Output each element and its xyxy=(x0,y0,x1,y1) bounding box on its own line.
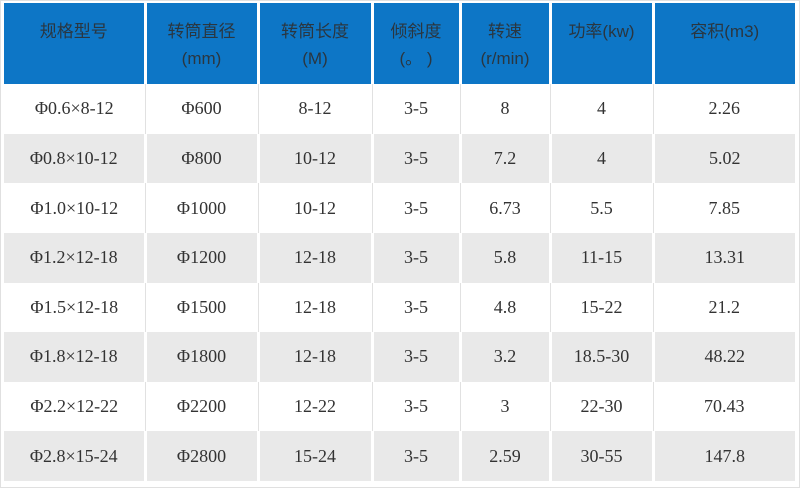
column-header-power: 功率(kw) xyxy=(550,3,655,84)
table-cell-length: 10-12 xyxy=(258,133,374,184)
table-cell-speed: 4.8 xyxy=(460,282,551,333)
table-cell-inclination: 3-5 xyxy=(372,381,461,432)
table-row: Φ1.5×12-18 Φ1500 12-18 3-5 4.8 15-22 21.… xyxy=(4,282,795,333)
column-header-sublabel: (r/min) xyxy=(480,49,530,68)
table-cell-model: Φ2.2×12-22 xyxy=(4,381,146,432)
table-cell-volume: 147.8 xyxy=(653,431,795,481)
table-row: Φ2.2×12-22 Φ2200 12-22 3-5 3 22-30 70.43 xyxy=(4,381,795,432)
table-cell-model: Φ0.6×8-12 xyxy=(4,84,146,134)
table-cell-length: 15-24 xyxy=(258,431,374,481)
column-header-label: 倾斜度 xyxy=(390,22,442,41)
table-cell-diameter: Φ2800 xyxy=(145,431,260,481)
table-cell-diameter: Φ800 xyxy=(145,133,260,184)
table-cell-inclination: 3-5 xyxy=(372,431,462,481)
table-cell-power: 4 xyxy=(550,133,655,184)
table-cell-inclination: 3-5 xyxy=(372,332,462,382)
table-cell-volume: 48.22 xyxy=(653,332,795,382)
table-body: Φ0.6×8-12 Φ600 8-12 3-5 8 4 2.26 Φ0.8×10… xyxy=(4,84,795,481)
table-cell-volume: 21.2 xyxy=(653,282,795,333)
table-cell-power: 22-30 xyxy=(550,381,654,432)
column-header-sublabel: (M) xyxy=(302,49,328,68)
table-cell-diameter: Φ2200 xyxy=(145,381,259,432)
table-cell-power: 18.5-30 xyxy=(550,332,655,382)
column-header-label: 规格型号 xyxy=(39,22,108,41)
table-cell-speed: 7.2 xyxy=(460,133,552,184)
table-cell-volume: 13.31 xyxy=(653,232,795,283)
table-header-row: 规格型号 转筒直径 (mm) 转筒长度 (M) 倾斜度 (。 ) 转速 ( xyxy=(4,3,795,84)
table-row: Φ0.6×8-12 Φ600 8-12 3-5 8 4 2.26 xyxy=(4,84,795,134)
table-cell-diameter: Φ1500 xyxy=(145,282,259,333)
column-header-label: 功率(kw) xyxy=(568,22,635,41)
table-cell-model: Φ0.8×10-12 xyxy=(4,133,147,184)
column-header-inclination: 倾斜度 (。 ) xyxy=(372,3,462,84)
table-cell-model: Φ1.8×12-18 xyxy=(4,332,147,382)
column-header-sublabel: (。 ) xyxy=(399,49,433,68)
table-row: Φ1.2×12-18 Φ1200 12-18 3-5 5.8 11-15 13.… xyxy=(4,232,795,283)
table-cell-volume: 70.43 xyxy=(653,381,795,432)
table-cell-power: 30-55 xyxy=(550,431,655,481)
table-cell-power: 15-22 xyxy=(550,282,654,333)
table-cell-speed: 3 xyxy=(460,381,551,432)
table-cell-model: Φ2.8×15-24 xyxy=(4,431,147,481)
column-header-label: 转筒直径 xyxy=(167,22,236,41)
table-row: Φ2.8×15-24 Φ2800 15-24 3-5 2.59 30-55 14… xyxy=(4,431,795,481)
table-cell-speed: 3.2 xyxy=(460,332,552,382)
table-cell-model: Φ1.5×12-18 xyxy=(4,282,146,333)
table-cell-diameter: Φ1200 xyxy=(145,232,260,283)
table-cell-diameter: Φ600 xyxy=(145,84,259,134)
table-cell-power: 5.5 xyxy=(550,183,654,233)
column-header-label: 转速 xyxy=(488,22,522,41)
table-cell-speed: 5.8 xyxy=(460,232,552,283)
table-cell-diameter: Φ1000 xyxy=(145,183,259,233)
table-cell-length: 10-12 xyxy=(258,183,373,233)
table-cell-model: Φ1.2×12-18 xyxy=(4,232,147,283)
column-header-drum-diameter: 转筒直径 (mm) xyxy=(145,3,260,84)
table-row: Φ0.8×10-12 Φ800 10-12 3-5 7.2 4 5.02 xyxy=(4,133,795,184)
column-header-model: 规格型号 xyxy=(4,3,147,84)
table-cell-model: Φ1.0×10-12 xyxy=(4,183,146,233)
column-header-rotation-speed: 转速 (r/min) xyxy=(460,3,552,84)
table-cell-volume: 7.85 xyxy=(653,183,795,233)
table-cell-power: 4 xyxy=(550,84,654,134)
table-cell-inclination: 3-5 xyxy=(372,282,461,333)
table-cell-length: 8-12 xyxy=(258,84,373,134)
table-cell-volume: 2.26 xyxy=(653,84,795,134)
column-header-label: 容积(m3) xyxy=(690,22,760,41)
table-cell-speed: 8 xyxy=(460,84,551,134)
table-cell-inclination: 3-5 xyxy=(372,133,462,184)
table-row: Φ1.8×12-18 Φ1800 12-18 3-5 3.2 18.5-30 4… xyxy=(4,332,795,382)
table-cell-power: 11-15 xyxy=(550,232,655,283)
table-header: 规格型号 转筒直径 (mm) 转筒长度 (M) 倾斜度 (。 ) 转速 ( xyxy=(4,3,795,84)
table-row: Φ1.0×10-12 Φ1000 10-12 3-5 6.73 5.5 7.85 xyxy=(4,183,795,233)
table-cell-length: 12-22 xyxy=(258,381,373,432)
table-cell-inclination: 3-5 xyxy=(372,232,462,283)
column-header-sublabel: (mm) xyxy=(181,49,222,68)
table-cell-inclination: 3-5 xyxy=(372,183,461,233)
column-header-label: 转筒长度 xyxy=(281,22,349,41)
table-cell-length: 12-18 xyxy=(258,332,374,382)
table-cell-speed: 6.73 xyxy=(460,183,551,233)
column-header-drum-length: 转筒长度 (M) xyxy=(258,3,374,84)
column-header-volume: 容积(m3) xyxy=(653,3,795,84)
table-cell-length: 12-18 xyxy=(258,282,373,333)
specification-table: 规格型号 转筒直径 (mm) 转筒长度 (M) 倾斜度 (。 ) 转速 ( xyxy=(4,3,795,481)
table-cell-inclination: 3-5 xyxy=(372,84,461,134)
table-cell-volume: 5.02 xyxy=(653,133,795,184)
table-cell-speed: 2.59 xyxy=(460,431,552,481)
table-cell-diameter: Φ1800 xyxy=(145,332,260,382)
table-cell-length: 12-18 xyxy=(258,232,374,283)
